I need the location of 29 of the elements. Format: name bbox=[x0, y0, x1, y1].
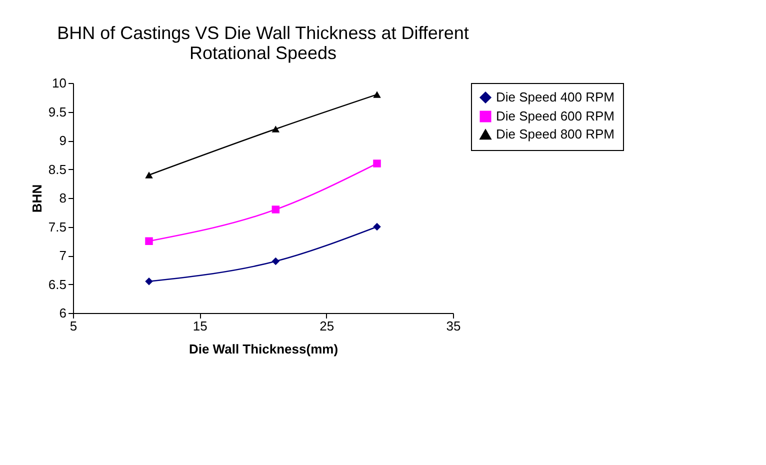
point bbox=[373, 222, 381, 231]
legend-label: Die Speed 600 RPM bbox=[496, 108, 615, 124]
y-axis-title: BHN bbox=[29, 184, 44, 213]
point bbox=[373, 91, 381, 98]
y-tick-label: 8 bbox=[59, 190, 66, 206]
point bbox=[373, 160, 381, 168]
y-tick-label: 6 bbox=[59, 306, 66, 320]
point bbox=[145, 172, 153, 178]
text: Rotational Speeds bbox=[189, 43, 337, 63]
x-tick-label: 35 bbox=[446, 318, 461, 334]
legend-label: Die Speed 800 RPM bbox=[496, 126, 615, 142]
point bbox=[272, 257, 280, 266]
y-tick-label: 8.5 bbox=[48, 162, 66, 177]
point bbox=[272, 206, 280, 214]
point bbox=[272, 126, 280, 132]
legend-label: Die Speed 400 RPM bbox=[496, 90, 615, 104]
y-tick-label: 6.5 bbox=[48, 276, 66, 292]
x-tick-label: 15 bbox=[192, 318, 208, 334]
y-tick-label: 7 bbox=[59, 248, 66, 263]
y-tick-label: 9 bbox=[59, 133, 66, 148]
point bbox=[145, 237, 153, 245]
x-axis-title: Die Wall Thickness(mm) bbox=[188, 342, 338, 356]
point bbox=[145, 278, 153, 286]
x-tick-label: 25 bbox=[320, 318, 334, 334]
y-tick-label: 9.5 bbox=[48, 104, 66, 120]
text: BHN of Castings VS Die Wall Thickness at Different bbox=[57, 23, 469, 43]
x-tick-label: 5 bbox=[70, 318, 78, 334]
y-tick-label: 10 bbox=[52, 76, 66, 90]
y-tick-label: 7.5 bbox=[48, 219, 66, 234]
